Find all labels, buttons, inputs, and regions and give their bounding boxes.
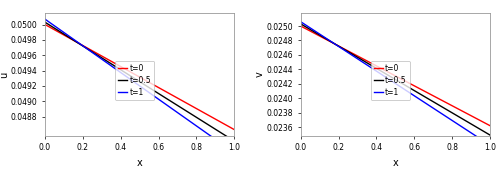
X-axis label: x: x	[137, 158, 142, 168]
t=0.5	[111, 65, 117, 67]
t=1	[377, 72, 383, 75]
t=0	[111, 62, 117, 64]
t=1	[59, 30, 65, 32]
Legend: t=0, t=0.5, t=1: t=0, t=0.5, t=1	[115, 61, 154, 100]
t=1	[471, 134, 477, 136]
t=1	[43, 19, 49, 21]
t=0	[232, 129, 237, 131]
t=0	[216, 120, 222, 122]
t=0.5	[298, 23, 304, 25]
Line: t=0: t=0	[45, 25, 234, 130]
t=1	[400, 87, 406, 89]
t=1	[487, 144, 493, 146]
t=0	[314, 34, 320, 36]
t=0	[298, 25, 304, 28]
t=0	[59, 33, 65, 35]
t=1	[367, 66, 373, 68]
t=0.5	[367, 63, 373, 65]
t=0.5	[144, 85, 150, 88]
t=0.5	[122, 71, 128, 73]
t=0	[43, 24, 49, 26]
Y-axis label: u: u	[0, 71, 9, 78]
t=0	[471, 116, 477, 118]
t=0.5	[232, 140, 237, 142]
t=0.5	[43, 22, 49, 24]
t=0	[487, 125, 493, 127]
t=1	[144, 90, 150, 92]
t=0	[122, 68, 128, 70]
t=0	[400, 79, 406, 81]
t=1	[111, 67, 117, 69]
t=0	[377, 67, 383, 69]
t=1	[42, 18, 48, 20]
t=0.5	[42, 21, 48, 23]
Legend: t=0, t=0.5, t=1: t=0, t=0.5, t=1	[370, 61, 410, 100]
t=0	[367, 61, 373, 63]
Line: t=0.5: t=0.5	[300, 24, 490, 135]
X-axis label: x: x	[392, 158, 398, 168]
t=1	[216, 140, 222, 142]
t=0.5	[487, 134, 493, 136]
t=0	[144, 80, 150, 82]
t=1	[298, 21, 304, 23]
Line: t=0: t=0	[300, 26, 490, 126]
Line: t=1: t=1	[300, 22, 490, 145]
t=1	[298, 21, 304, 23]
t=1	[232, 152, 237, 154]
t=0.5	[216, 130, 222, 132]
t=0.5	[471, 124, 477, 127]
t=0.5	[377, 69, 383, 72]
Y-axis label: v: v	[255, 72, 265, 77]
t=0.5	[298, 23, 304, 25]
t=0	[42, 23, 48, 26]
t=0.5	[314, 33, 320, 35]
t=0.5	[400, 83, 406, 85]
t=0	[298, 25, 304, 27]
t=0.5	[59, 32, 65, 34]
Line: t=0.5: t=0.5	[45, 22, 234, 141]
t=1	[314, 32, 320, 34]
t=1	[122, 74, 128, 76]
Line: t=1: t=1	[45, 19, 234, 153]
